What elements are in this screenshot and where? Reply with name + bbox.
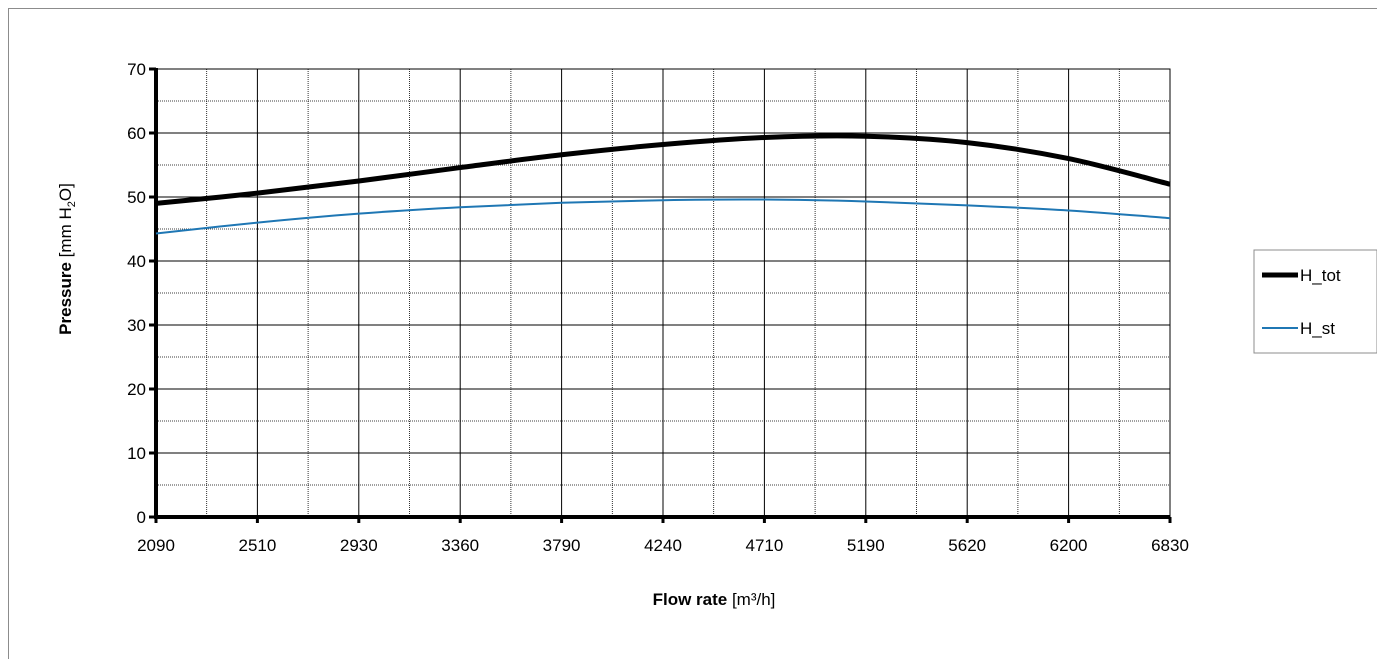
x-tick-labels: 2090 2510 2930 3360 3790 4240 4710 5190 5620 6200… [137,536,1189,555]
axes [149,67,1172,523]
legend-label-h-st: H_st [1300,319,1335,338]
x-tick-label: 2930 [340,536,378,555]
y-tick-labels: 0 10 20 30 40 50 60 70 [127,60,146,527]
y-tick-label: 0 [137,508,146,527]
x-tick-label: 6200 [1050,536,1088,555]
x-tick-label: 6830 [1151,536,1189,555]
legend-box [1253,249,1377,354]
legend: H_tot H_st [1253,249,1377,354]
x-tick-label: 5190 [847,536,885,555]
x-tick-label: 3790 [543,536,581,555]
y-axis-title-unit-pre: [mm H [56,207,75,257]
series-line-h-st [155,198,1171,235]
x-axis-title: Flow rate [m³/h] [653,590,776,609]
x-tick-label: 4240 [644,536,682,555]
series-lines [155,133,1171,235]
x-tick-label: 3360 [441,536,479,555]
y-axis-title-unit-post: O] [56,183,75,201]
y-tick-label: 30 [127,316,146,335]
x-axis-title-unit: [m³/h] [732,590,775,609]
grid [155,68,1171,518]
y-tick-label: 20 [127,380,146,399]
x-tick-label: 4710 [745,536,783,555]
y-tick-label: 70 [127,60,146,79]
x-axis-title-bold: Flow rate [653,590,728,609]
y-tick-label: 40 [127,252,146,271]
y-axis-title-unit-sub: 2 [66,201,78,207]
x-tick-label: 2510 [238,536,276,555]
series-line-h-tot [155,133,1171,206]
x-tick-label: 5620 [948,536,986,555]
y-axis-title-bold: Pressure [56,262,75,335]
x-tick-label: 2090 [137,536,175,555]
chart-frame [8,8,1377,659]
y-axis-title: Pressure [mm H2O] [56,183,78,335]
y-tick-label: 10 [127,444,146,463]
y-tick-label: 60 [127,124,146,143]
y-tick-label: 50 [127,188,146,207]
legend-label-h-tot: H_tot [1300,266,1341,285]
